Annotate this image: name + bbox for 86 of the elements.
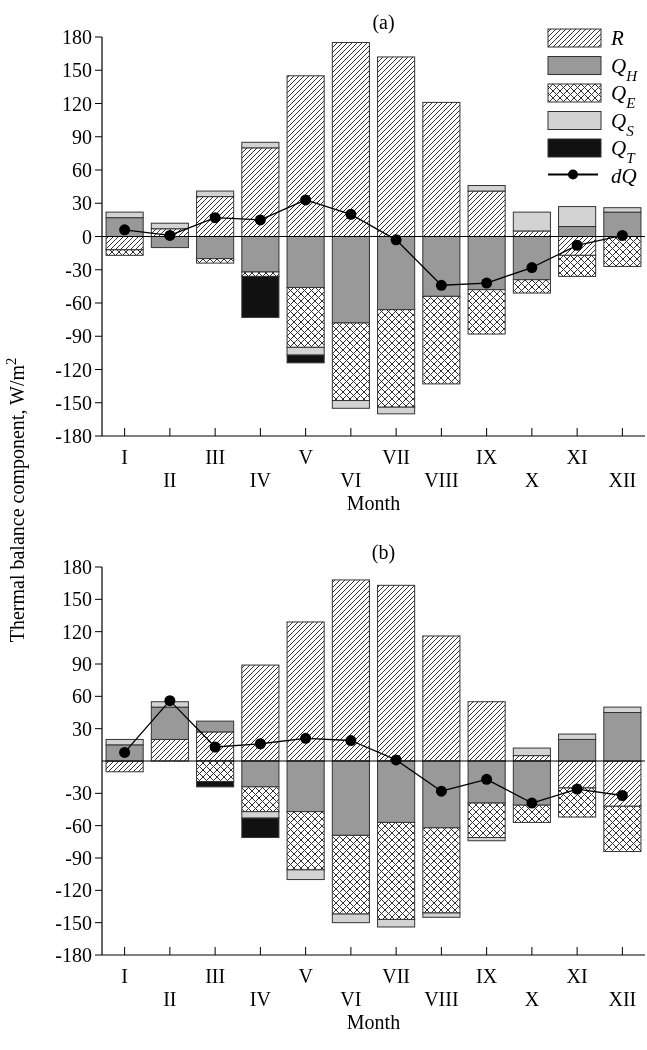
legend-label: Q$_{S}$ [611, 108, 635, 139]
point [390, 754, 402, 766]
x-tick-label: IX [476, 446, 498, 468]
chart-title: (b) [371, 541, 396, 564]
bar [286, 621, 325, 762]
point [345, 208, 357, 220]
point [571, 783, 583, 795]
x-tick-label: VIII [424, 988, 459, 1010]
bar [241, 275, 280, 318]
point [481, 277, 493, 289]
point [390, 234, 402, 246]
point [254, 214, 266, 226]
y-tick-label: -120 [55, 879, 92, 902]
y-tick-label: 180 [62, 556, 92, 578]
y-tick-label: 90 [72, 125, 92, 148]
x-tick-label: IV [249, 988, 272, 1010]
point [345, 735, 357, 747]
point [164, 229, 176, 241]
y-tick-label: -120 [55, 358, 92, 381]
y-tick-label: 60 [72, 685, 92, 708]
x-tick-label: XI [566, 965, 588, 987]
point [164, 695, 176, 707]
y-tick-label: 30 [72, 717, 92, 740]
x-axis-title: Month [346, 1011, 401, 1033]
x-tick-label: IV [249, 469, 272, 491]
x-tick-label: III [205, 965, 226, 987]
x-tick-label: II [163, 988, 177, 1010]
x-tick-label: VII [382, 965, 411, 987]
y-tick-label: -90 [65, 325, 92, 348]
x-tick-label: VI [340, 469, 362, 491]
y-tick-label: 180 [62, 26, 92, 48]
legend-label: Q$_{T}$ [611, 136, 637, 166]
x-tick-label: X [524, 469, 540, 491]
x-tick-label: X [524, 988, 540, 1010]
y-tick-label: -180 [55, 944, 92, 966]
y-tick-label: -30 [65, 782, 92, 805]
x-tick-label: II [163, 469, 177, 491]
y-tick-label: 150 [62, 59, 92, 82]
y-tick-label: -60 [65, 814, 92, 837]
y-tick-label: 30 [72, 192, 92, 215]
x-tick-label: VII [382, 446, 411, 468]
x-tick-label: XII [608, 469, 637, 491]
point [616, 789, 628, 801]
y-tick-label: 60 [72, 159, 92, 181]
chart-title: (a) [372, 11, 395, 34]
x-tick-label: XII [608, 988, 637, 1010]
x-tick-label: VI [340, 988, 362, 1010]
point [300, 194, 312, 206]
x-tick-label: IX [476, 965, 498, 987]
point [616, 229, 628, 241]
point [435, 279, 447, 291]
y-tick-label: 120 [62, 92, 92, 115]
x-tick-label: I [121, 446, 128, 468]
y-tick-label: 90 [72, 653, 92, 675]
y-tick-label: -90 [65, 847, 92, 869]
bar [331, 579, 370, 762]
y-tick-label: -180 [55, 425, 92, 447]
x-tick-label: V [298, 446, 314, 468]
bar [467, 701, 506, 762]
legend-label: Q$_{E}$ [611, 81, 636, 111]
point [435, 785, 447, 797]
bar [512, 747, 551, 757]
y-tick-label: 150 [62, 588, 92, 611]
y-tick-label: -30 [65, 258, 92, 281]
x-tick-label: VIII [424, 469, 459, 491]
y-tick-label: -150 [55, 391, 92, 414]
y-tick-label: -60 [65, 292, 92, 314]
y-tick-label: 0 [82, 225, 92, 248]
legend-label: R [610, 26, 624, 50]
x-tick-label: I [121, 965, 128, 987]
point [526, 797, 538, 809]
point [254, 738, 266, 750]
legend-label: dQ [611, 163, 637, 188]
bar [512, 211, 551, 232]
y-tick-label: -150 [55, 911, 92, 934]
bar [241, 664, 280, 762]
bar [377, 584, 416, 762]
bar [422, 635, 461, 762]
x-tick-label: III [205, 446, 226, 468]
legend-label: Q$_{H}$ [611, 53, 639, 84]
y-tick-label: 120 [62, 620, 92, 643]
x-tick-label: XI [566, 446, 588, 468]
x-axis-title: Month [346, 492, 401, 514]
point [526, 262, 538, 274]
x-tick-label: V [298, 965, 314, 987]
point [300, 732, 312, 744]
